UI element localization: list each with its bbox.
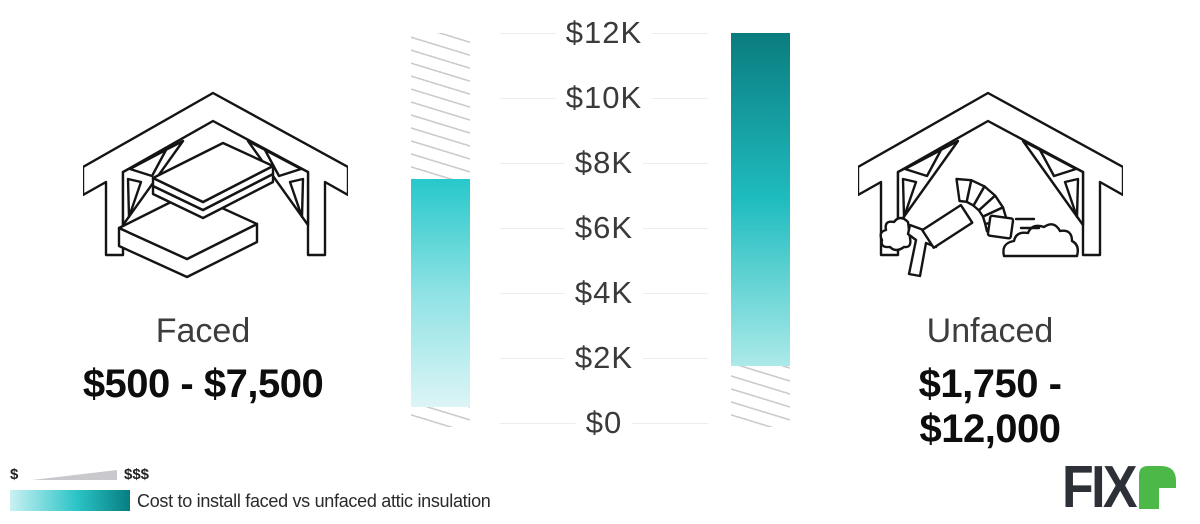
- bar-out-of-range-hatch-unfaced: [731, 366, 790, 427]
- truss-gusset-hole: [263, 148, 303, 178]
- bar-fill-faced: [411, 179, 470, 407]
- truss-gusset-hole: [126, 177, 143, 219]
- unfaced-price-row: $1,750 - $12,000: [845, 362, 1135, 452]
- axis-tick-label: $6K: [564, 210, 644, 246]
- unfaced-column: Unfaced: [845, 312, 1135, 351]
- roof-truss-outline: [858, 91, 1123, 257]
- legend-expensive-symbol: $$$: [124, 466, 150, 483]
- truss-gusset-hole: [901, 177, 918, 219]
- axis-tick-label: $4K: [564, 275, 644, 311]
- truss-gusset-hole: [1038, 148, 1078, 178]
- roof-truss-outline: [83, 91, 348, 257]
- legend-gradient-bar: [10, 490, 130, 511]
- category-label-faced: Faced: [155, 312, 251, 350]
- faced-column: Faced: [38, 312, 368, 351]
- axis-tick-label: $8K: [564, 145, 644, 181]
- bar-out-of-range-hatch-faced: [411, 33, 470, 180]
- fixr-logo: FIX: [1062, 454, 1176, 520]
- chart-caption: Cost to install faced vs unfaced attic i…: [137, 491, 491, 511]
- axis-tick-label: $10K: [555, 80, 653, 116]
- price-range-unfaced: $1,750 - $12,000: [918, 362, 1062, 451]
- motion-dash: [1014, 217, 1041, 230]
- logo-text: FIX: [1062, 454, 1137, 520]
- bar-out-of-range-hatch-faced: [411, 406, 470, 427]
- truss-gusset-hole: [128, 148, 168, 178]
- fixr-r-mark-icon: [1138, 466, 1176, 509]
- price-range-faced: $500 - $7,500: [82, 362, 324, 406]
- faced-price-row: $500 - $7,500: [38, 362, 368, 407]
- bar-fill-unfaced: [731, 33, 790, 367]
- insulation-pile: [1002, 223, 1080, 258]
- truss-gusset-hole: [288, 177, 305, 219]
- axis-tick-label: $2K: [564, 340, 644, 376]
- faced-attic-icon: [83, 91, 348, 279]
- hose-end-cap: [986, 214, 1015, 240]
- spray-gun-canister: [921, 203, 974, 249]
- unfaced-attic-icon: [858, 91, 1123, 278]
- insulation-batt-top: [117, 191, 259, 261]
- truss-gusset-hole: [903, 148, 943, 178]
- price-ramp-triangle-icon: [32, 470, 117, 480]
- legend-cheap-symbol: $: [10, 466, 19, 483]
- axis-tick-label: $0: [575, 405, 633, 441]
- truss-gusset-hole: [1063, 177, 1080, 219]
- insulation-batt-top: [151, 141, 275, 204]
- foam-blob: [879, 216, 912, 252]
- flex-hose: [955, 177, 1015, 240]
- category-label-unfaced: Unfaced: [926, 312, 1054, 350]
- axis-tick-label: $12K: [555, 15, 653, 51]
